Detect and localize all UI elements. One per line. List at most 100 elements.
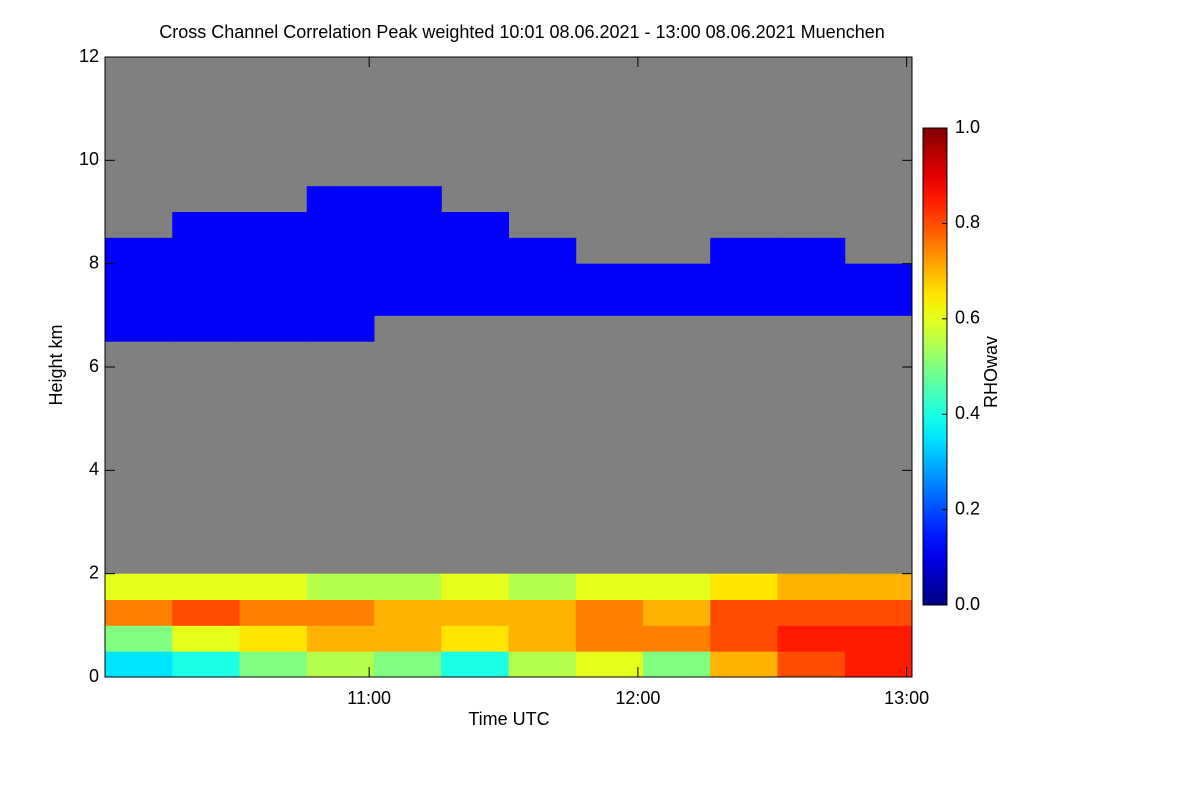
heatmap-cell xyxy=(105,289,173,316)
y-tick-label: 0 xyxy=(89,666,99,686)
heatmap-cell xyxy=(575,599,644,626)
heatmap-cell xyxy=(172,212,240,239)
heatmap-cell xyxy=(643,263,711,290)
heatmap-cell xyxy=(575,573,644,600)
x-tick-label: 11:00 xyxy=(347,688,391,708)
heatmap-cell xyxy=(643,289,711,316)
colorbar xyxy=(922,127,948,606)
heatmap-cell xyxy=(239,212,308,239)
y-tick-label: 12 xyxy=(79,46,99,66)
heatmap-cell xyxy=(239,315,308,342)
heatmap-cell xyxy=(172,651,240,678)
heatmap-cell xyxy=(508,237,577,265)
heatmap-cell xyxy=(374,212,442,239)
heatmap-cell xyxy=(306,212,375,239)
colorbar-tick-label: 0.2 xyxy=(955,498,980,518)
heatmap-cell xyxy=(575,625,644,652)
heatmap-cell xyxy=(643,625,711,652)
heatmap-cell xyxy=(777,573,846,600)
heatmap-cell xyxy=(374,237,442,265)
heatmap-cell xyxy=(239,625,308,652)
heatmap-cell xyxy=(105,599,173,626)
heatmap-cell xyxy=(172,289,240,316)
heatmap-cell xyxy=(844,289,913,316)
heatmap-cell xyxy=(105,573,173,600)
x-tick-label: 13:00 xyxy=(884,688,929,708)
heatmap-cell xyxy=(710,599,778,626)
heatmap-cell xyxy=(172,263,240,290)
heatmap-cell xyxy=(306,651,375,678)
heatmap-cell xyxy=(844,263,913,290)
chart-title: Cross Channel Correlation Peak weighted … xyxy=(159,22,885,42)
heatmap-cell xyxy=(306,625,375,652)
heatmap-cell xyxy=(710,237,778,265)
heatmap-cell xyxy=(441,625,509,652)
heatmap-cell xyxy=(777,651,846,678)
heatmap-cell xyxy=(441,599,509,626)
heatmap-cell xyxy=(306,573,375,600)
colorbar-tick-label: 0.6 xyxy=(955,308,980,328)
axes: 0 2 4 6 8 10 12 11:00 12:00 13:00 0.0 0.2 0.4 0.6 0.8 1… xyxy=(79,46,980,708)
colorbar-tick-label: 0.4 xyxy=(955,403,980,423)
heatmap-cell xyxy=(374,599,442,626)
heatmap-cell xyxy=(441,237,509,265)
heatmap-cell xyxy=(777,625,846,652)
heatmap-cell xyxy=(508,263,577,290)
heatmap-cell xyxy=(441,289,509,316)
heatmap-cell xyxy=(105,263,173,290)
heatmap-cell xyxy=(575,263,644,290)
heatmap-cell xyxy=(374,263,442,290)
heatmap-cell xyxy=(239,289,308,316)
y-tick-label: 2 xyxy=(89,562,99,582)
heatmap-cell xyxy=(441,212,509,239)
heatmap-cell xyxy=(172,573,240,600)
y-tick-label: 4 xyxy=(89,459,99,479)
heatmap-cell xyxy=(441,573,509,600)
heatmap-cell xyxy=(710,625,778,652)
heatmap-cell xyxy=(575,289,644,316)
heatmap-cell xyxy=(508,573,577,600)
y-tick-label: 10 xyxy=(79,149,99,169)
heatmap-cell xyxy=(105,625,173,652)
colorbar-label: RHOwav xyxy=(981,336,1001,408)
heatmap-cell xyxy=(374,289,442,316)
heatmap-cell xyxy=(643,599,711,626)
colorbar-tick-label: 1.0 xyxy=(955,117,980,137)
heatmap-cell xyxy=(710,289,778,316)
heatmap-cell xyxy=(777,237,846,265)
heatmap-cell xyxy=(710,651,778,678)
heatmap-cell xyxy=(105,237,173,265)
heatmap xyxy=(105,186,913,678)
heatmap-cell xyxy=(306,289,375,316)
heatmap-cell xyxy=(643,651,711,678)
y-axis-label: Height km xyxy=(46,324,66,405)
heatmap-cell xyxy=(374,651,442,678)
heatmap-cell xyxy=(306,599,375,626)
heatmap-cell xyxy=(172,599,240,626)
heatmap-cell xyxy=(172,315,240,342)
heatmap-cell xyxy=(374,573,442,600)
heatmap-cell xyxy=(844,573,913,600)
heatmap-cell xyxy=(575,651,644,678)
heatmap-cell xyxy=(508,651,577,678)
y-tick-label: 6 xyxy=(89,356,99,376)
heatmap-cell xyxy=(172,625,240,652)
colorbar-tick-label: 0.8 xyxy=(955,212,980,232)
heatmap-cell xyxy=(374,625,442,652)
x-tick-label: 12:00 xyxy=(615,688,660,708)
heatmap-cell xyxy=(374,186,442,213)
heatmap-cell xyxy=(844,599,913,626)
heatmap-cell xyxy=(508,289,577,316)
y-tick-label: 8 xyxy=(89,252,99,272)
heatmap-cell xyxy=(508,625,577,652)
heatmap-cell xyxy=(844,651,913,678)
heatmap-cell xyxy=(777,263,846,290)
colorbar-tick-label: 0.0 xyxy=(955,594,980,614)
heatmap-cell xyxy=(710,573,778,600)
heatmap-cell xyxy=(306,315,375,342)
heatmap-cell xyxy=(643,573,711,600)
heatmap-cell xyxy=(239,573,308,600)
heatmap-cell xyxy=(710,263,778,290)
heatmap-cell xyxy=(105,315,173,342)
